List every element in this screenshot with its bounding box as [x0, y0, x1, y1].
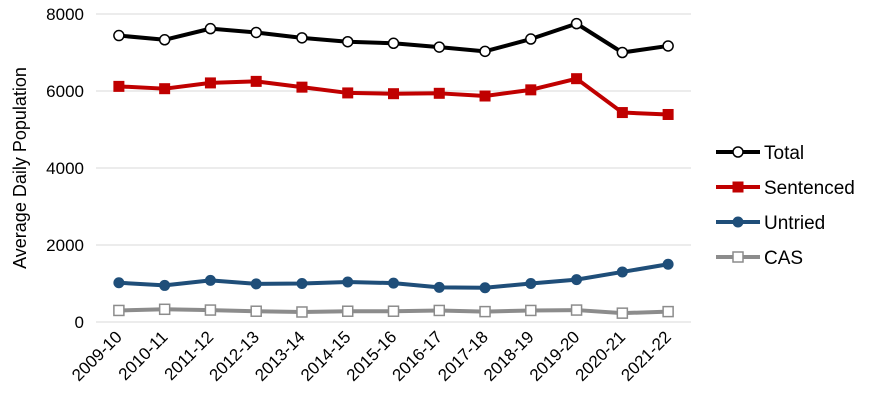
- data-point-cas: [662, 305, 674, 318]
- data-point-untried: [113, 277, 125, 289]
- data-point-total: [616, 46, 629, 59]
- y-tick-label: 0: [75, 313, 84, 332]
- data-point-cas: [296, 306, 308, 318]
- x-tick-label: 2012-13: [205, 327, 263, 385]
- data-point-untried: [204, 274, 216, 286]
- data-point-sentenced: [204, 77, 216, 89]
- data-point-untried: [616, 266, 628, 278]
- legend-item-cas: CAS: [716, 248, 803, 269]
- data-point-cas: [113, 304, 125, 317]
- data-point-sentenced: [159, 83, 171, 95]
- x-tick-label: 2019-20: [526, 327, 584, 385]
- legend-label: Total: [764, 143, 804, 164]
- y-tick-label: 6000: [46, 82, 84, 101]
- data-point-cas: [158, 303, 171, 316]
- data-point-untried: [479, 282, 491, 294]
- data-point-untried: [571, 274, 583, 286]
- data-point-untried: [433, 281, 445, 293]
- series-sentenced: [113, 73, 674, 120]
- data-point-sentenced: [662, 108, 674, 120]
- legend-label: Sentenced: [764, 178, 855, 199]
- y-tick-label: 8000: [46, 5, 84, 24]
- data-point-untried: [342, 276, 354, 288]
- series-cas: [113, 303, 674, 319]
- legend-item-untried: Untried: [716, 213, 825, 234]
- series-total: [113, 17, 674, 59]
- x-tick-label: 2017-18: [434, 327, 492, 385]
- y-axis: 0 2000 4000 6000 8000: [46, 5, 84, 332]
- y-tick-label: 2000: [46, 236, 84, 255]
- data-point-total: [662, 40, 674, 52]
- legend: Total Sentenced Untried CAS: [716, 143, 855, 269]
- data-point-total: [158, 34, 171, 46]
- data-point-sentenced: [479, 90, 491, 102]
- data-point-total: [296, 32, 308, 44]
- legend-label: CAS: [764, 248, 803, 269]
- legend-item-sentenced: Sentenced: [716, 178, 855, 199]
- x-tick-label: 2013-14: [251, 327, 309, 385]
- data-point-cas: [479, 305, 491, 318]
- x-tick-label: 2020-21: [572, 327, 630, 385]
- legend-item-total: Total: [716, 143, 804, 164]
- data-point-total: [570, 17, 583, 30]
- data-point-sentenced: [616, 107, 628, 119]
- data-point-sentenced: [525, 84, 537, 96]
- data-point-cas: [525, 304, 537, 317]
- data-point-untried: [662, 258, 674, 270]
- x-tick-label: 2021-22: [617, 327, 675, 385]
- data-point-sentenced: [342, 87, 354, 99]
- data-point-total: [433, 41, 446, 53]
- x-tick-label: 2016-17: [389, 327, 447, 385]
- x-tick-label: 2015-16: [343, 327, 401, 385]
- data-point-sentenced: [113, 80, 125, 92]
- data-point-total: [479, 45, 491, 58]
- legend-swatch-marker: [732, 251, 744, 263]
- x-tick-label: 2009-10: [68, 327, 126, 385]
- data-point-sentenced: [296, 81, 308, 93]
- data-point-untried: [250, 278, 262, 290]
- y-axis-label: Average Daily Population: [10, 67, 30, 269]
- y-tick-label: 4000: [46, 159, 84, 178]
- x-axis: 2009-102010-112011-122012-132013-142014-…: [68, 327, 675, 385]
- series-untried: [113, 258, 674, 294]
- legend-label: Untried: [764, 213, 825, 234]
- data-point-total: [387, 37, 400, 50]
- x-tick-label: 2010-11: [115, 327, 172, 384]
- series-group: [113, 17, 674, 319]
- data-point-sentenced: [433, 87, 445, 99]
- legend-swatch-marker: [732, 146, 744, 158]
- data-point-sentenced: [571, 73, 583, 85]
- data-point-untried: [296, 278, 308, 289]
- data-point-cas: [250, 305, 262, 317]
- data-point-cas: [204, 304, 217, 316]
- data-point-cas: [616, 307, 629, 319]
- data-point-total: [525, 33, 537, 45]
- data-point-sentenced: [250, 75, 262, 87]
- data-point-total: [250, 26, 262, 39]
- legend-swatch-marker: [732, 181, 744, 193]
- x-tick-label: 2014-15: [297, 327, 355, 385]
- data-point-cas: [341, 305, 354, 317]
- data-point-cas: [433, 304, 446, 317]
- data-point-total: [204, 22, 217, 35]
- data-point-total: [113, 29, 125, 42]
- data-point-untried: [388, 277, 399, 289]
- data-point-sentenced: [388, 88, 399, 100]
- data-point-cas: [570, 304, 583, 316]
- legend-swatch-marker: [732, 216, 744, 228]
- x-tick-label: 2018-19: [480, 327, 538, 385]
- data-point-total: [341, 35, 354, 48]
- data-point-cas: [387, 305, 400, 317]
- data-point-untried: [159, 279, 171, 291]
- data-point-untried: [525, 278, 537, 289]
